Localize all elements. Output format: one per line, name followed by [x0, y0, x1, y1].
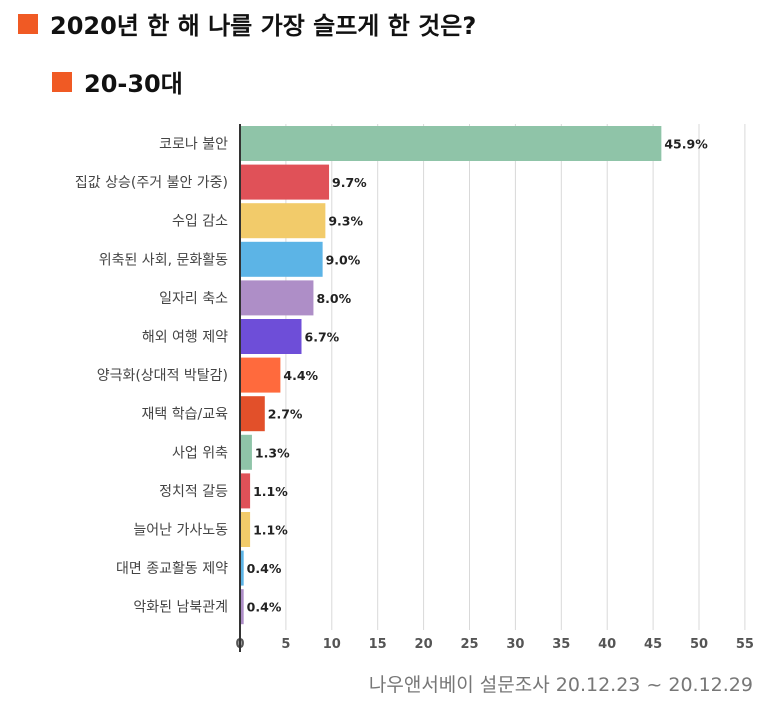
- data-label: 8.0%: [316, 291, 351, 306]
- category-label: 해외 여행 제약: [142, 330, 228, 346]
- category-label: 늘어난 가사노동: [133, 523, 228, 539]
- category-label: 일자리 축소: [159, 291, 228, 307]
- data-label: 0.4%: [247, 561, 282, 576]
- x-tick-label: 20: [415, 637, 433, 652]
- x-tick-label: 5: [281, 637, 290, 652]
- data-label: 1.1%: [253, 484, 288, 499]
- bar: [240, 434, 252, 470]
- category-label: 집값 상승(주거 불안 가중): [75, 175, 228, 191]
- subtitle-marker: [52, 72, 72, 92]
- category-label: 대면 종교활동 제약: [116, 561, 228, 577]
- x-tick-label: 50: [690, 637, 708, 652]
- bar: [240, 512, 251, 547]
- category-label: 사업 위축: [172, 445, 228, 461]
- category-label: 재택 학습/교육: [142, 407, 229, 423]
- x-tick-label: 45: [644, 637, 662, 652]
- x-tick-label: 55: [736, 637, 754, 652]
- x-tick-label: 15: [369, 637, 387, 652]
- data-label: 2.7%: [268, 407, 303, 422]
- bar: [240, 396, 265, 432]
- category-label: 위축된 사회, 문화활동: [99, 252, 228, 268]
- data-label: 0.4%: [247, 600, 282, 615]
- page-title: 2020년 한 해 나를 가장 슬프게 한 것은?: [50, 12, 477, 40]
- source-note: 나우앤서베이 설문조사 20.12.23 ~ 20.12.29: [368, 674, 753, 696]
- bar: [240, 280, 314, 316]
- data-label: 1.3%: [255, 445, 290, 460]
- data-label: 9.7%: [332, 175, 367, 190]
- chart-subtitle: 20-30대: [84, 70, 183, 98]
- data-label: 9.3%: [328, 214, 363, 229]
- data-label: 1.1%: [253, 523, 288, 538]
- title-marker: [18, 14, 38, 34]
- category-label: 코로나 불안: [159, 137, 228, 153]
- category-label: 악화된 남북관계: [133, 600, 228, 616]
- bar: [240, 589, 244, 625]
- data-label: 4.4%: [283, 368, 318, 383]
- x-tick-label: 35: [552, 637, 570, 652]
- bar: [240, 473, 251, 509]
- bar: [240, 126, 662, 161]
- x-tick-label: 25: [460, 637, 478, 652]
- data-label: 6.7%: [305, 330, 340, 345]
- x-tick-label: 40: [598, 637, 616, 652]
- bar: [240, 319, 302, 354]
- bar: [240, 241, 323, 277]
- data-label: 45.9%: [664, 137, 708, 152]
- bar: [240, 357, 281, 393]
- bar: [240, 550, 244, 586]
- category-label: 수입 감소: [172, 214, 228, 230]
- data-label: 9.0%: [326, 252, 361, 267]
- bar: [240, 164, 330, 200]
- category-label: 정치적 갈등: [159, 484, 228, 500]
- x-tick-label: 10: [323, 637, 341, 652]
- bar: [240, 203, 326, 239]
- category-label: 양극화(상대적 박탈감): [97, 368, 228, 384]
- x-tick-label: 30: [506, 637, 524, 652]
